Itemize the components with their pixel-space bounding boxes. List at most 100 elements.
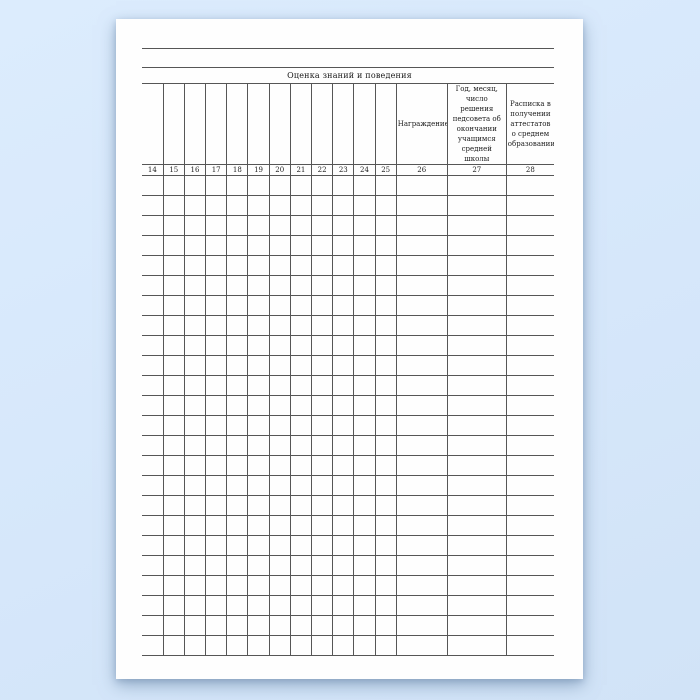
empty-cell — [447, 455, 507, 476]
table-row — [142, 335, 554, 356]
empty-cell — [311, 615, 334, 636]
column-header — [226, 83, 249, 165]
empty-cell — [353, 375, 376, 396]
empty-cell — [142, 235, 164, 256]
empty-cell — [396, 335, 448, 356]
empty-cell — [375, 535, 397, 556]
column-number: 23 — [332, 164, 355, 176]
empty-cell — [311, 495, 334, 516]
empty-cell — [269, 435, 291, 456]
empty-cell — [269, 475, 291, 496]
column-number: 21 — [290, 164, 313, 176]
empty-cell — [184, 195, 207, 216]
empty-cell — [247, 595, 270, 616]
empty-cell — [447, 475, 507, 496]
empty-cell — [226, 335, 249, 356]
empty-cell — [332, 415, 355, 436]
empty-cell — [447, 535, 507, 556]
table-head: Награждение Год, месяц, число решения пед… — [142, 83, 554, 176]
table-header-row: Награждение Год, месяц, число решения пед… — [142, 83, 554, 165]
empty-cell — [332, 195, 355, 216]
empty-cell — [353, 235, 376, 256]
empty-cell — [506, 235, 554, 256]
empty-cell — [332, 615, 355, 636]
empty-cell — [269, 575, 291, 596]
empty-cell — [290, 555, 313, 576]
empty-cell — [205, 555, 228, 576]
empty-cell — [163, 475, 185, 496]
ruled-line — [142, 48, 554, 49]
empty-cell — [247, 375, 270, 396]
empty-cell — [332, 175, 355, 196]
empty-cell — [447, 615, 507, 636]
empty-cell — [205, 375, 228, 396]
table-row — [142, 375, 554, 396]
empty-cell — [247, 635, 270, 656]
column-number: 28 — [506, 164, 554, 176]
empty-cell — [205, 455, 228, 476]
empty-cell — [447, 275, 507, 296]
column-header — [142, 83, 164, 165]
empty-cell — [290, 355, 313, 376]
empty-cell — [142, 315, 164, 336]
empty-cell — [375, 435, 397, 456]
empty-cell — [142, 435, 164, 456]
empty-cell — [311, 455, 334, 476]
table-row — [142, 515, 554, 536]
empty-cell — [447, 595, 507, 616]
empty-cell — [311, 315, 334, 336]
empty-cell — [269, 415, 291, 436]
empty-cell — [184, 575, 207, 596]
grades-table: Награждение Год, месяц, число решения пед… — [142, 83, 554, 656]
table-body — [142, 175, 554, 656]
empty-cell — [290, 375, 313, 396]
empty-cell — [332, 355, 355, 376]
empty-cell — [506, 355, 554, 376]
column-header — [332, 83, 355, 165]
empty-cell — [353, 535, 376, 556]
empty-cell — [184, 535, 207, 556]
table-row — [142, 295, 554, 316]
empty-cell — [311, 595, 334, 616]
empty-cell — [506, 315, 554, 336]
empty-cell — [353, 615, 376, 636]
column-header: Год, месяц, число решения педсовета об о… — [447, 83, 507, 165]
empty-cell — [205, 475, 228, 496]
empty-cell — [506, 295, 554, 316]
empty-cell — [332, 535, 355, 556]
empty-cell — [332, 335, 355, 356]
empty-cell — [396, 535, 448, 556]
empty-cell — [506, 195, 554, 216]
empty-cell — [184, 255, 207, 276]
empty-cell — [375, 315, 397, 336]
column-number: 27 — [447, 164, 507, 176]
empty-cell — [332, 515, 355, 536]
column-header — [184, 83, 207, 165]
empty-cell — [311, 175, 334, 196]
empty-cell — [311, 275, 334, 296]
empty-cell — [311, 515, 334, 536]
empty-cell — [184, 175, 207, 196]
empty-cell — [142, 295, 164, 316]
empty-cell — [163, 355, 185, 376]
empty-cell — [375, 615, 397, 636]
empty-cell — [184, 235, 207, 256]
empty-cell — [290, 615, 313, 636]
empty-cell — [506, 255, 554, 276]
empty-cell — [269, 615, 291, 636]
empty-cell — [506, 395, 554, 416]
empty-cell — [226, 195, 249, 216]
empty-cell — [311, 375, 334, 396]
column-header — [247, 83, 270, 165]
empty-cell — [290, 315, 313, 336]
table-row — [142, 315, 554, 336]
empty-cell — [205, 395, 228, 416]
empty-cell — [375, 515, 397, 536]
empty-cell — [375, 575, 397, 596]
empty-cell — [269, 255, 291, 276]
empty-cell — [184, 615, 207, 636]
empty-cell — [247, 415, 270, 436]
empty-cell — [311, 355, 334, 376]
empty-cell — [269, 275, 291, 296]
empty-cell — [290, 255, 313, 276]
